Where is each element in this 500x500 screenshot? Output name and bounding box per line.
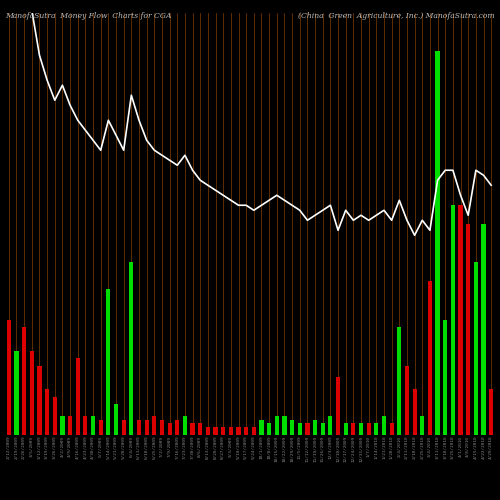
Bar bbox=[344, 424, 348, 435]
Bar bbox=[22, 328, 26, 435]
Bar bbox=[244, 428, 248, 435]
Bar bbox=[76, 358, 80, 435]
Bar bbox=[106, 289, 110, 435]
Bar bbox=[397, 328, 402, 435]
Bar bbox=[313, 420, 317, 435]
Bar bbox=[328, 416, 332, 435]
Bar bbox=[412, 389, 416, 435]
Bar bbox=[137, 420, 141, 435]
Bar bbox=[183, 416, 187, 435]
Bar bbox=[144, 420, 148, 435]
Bar bbox=[221, 428, 226, 435]
Bar bbox=[214, 428, 218, 435]
Bar bbox=[98, 420, 103, 435]
Bar bbox=[482, 224, 486, 435]
Bar bbox=[274, 416, 279, 435]
Bar bbox=[390, 424, 394, 435]
Bar bbox=[405, 366, 409, 435]
Bar bbox=[252, 428, 256, 435]
Bar bbox=[152, 416, 156, 435]
Bar bbox=[374, 424, 378, 435]
Bar bbox=[451, 204, 455, 435]
Bar bbox=[6, 320, 11, 435]
Bar bbox=[443, 320, 448, 435]
Bar bbox=[290, 420, 294, 435]
Text: ManofaSutra  Money Flow  Charts for CGA: ManofaSutra Money Flow Charts for CGA bbox=[5, 12, 172, 20]
Bar bbox=[198, 424, 202, 435]
Bar bbox=[84, 416, 87, 435]
Bar bbox=[336, 378, 340, 435]
Bar bbox=[474, 262, 478, 435]
Bar bbox=[366, 424, 371, 435]
Bar bbox=[298, 424, 302, 435]
Bar bbox=[458, 204, 462, 435]
Bar bbox=[260, 420, 264, 435]
Bar bbox=[114, 404, 118, 435]
Text: (China  Green  Agriculture, Inc.) ManofaSutra.com: (China Green Agriculture, Inc.) ManofaSu… bbox=[298, 12, 495, 20]
Bar bbox=[236, 428, 240, 435]
Bar bbox=[359, 424, 363, 435]
Bar bbox=[420, 416, 424, 435]
Bar bbox=[489, 389, 494, 435]
Bar bbox=[306, 424, 310, 435]
Bar bbox=[466, 224, 470, 435]
Bar bbox=[52, 396, 57, 435]
Bar bbox=[91, 416, 95, 435]
Bar bbox=[229, 428, 233, 435]
Bar bbox=[60, 416, 64, 435]
Bar bbox=[206, 428, 210, 435]
Bar bbox=[14, 350, 18, 435]
Bar bbox=[122, 420, 126, 435]
Bar bbox=[30, 350, 34, 435]
Bar bbox=[68, 416, 72, 435]
Bar bbox=[320, 424, 325, 435]
Bar bbox=[382, 416, 386, 435]
Bar bbox=[129, 262, 134, 435]
Bar bbox=[436, 51, 440, 435]
Bar bbox=[160, 420, 164, 435]
Bar bbox=[267, 424, 271, 435]
Bar bbox=[428, 282, 432, 435]
Bar bbox=[38, 366, 42, 435]
Bar bbox=[352, 424, 356, 435]
Bar bbox=[45, 389, 49, 435]
Bar bbox=[190, 424, 194, 435]
Bar bbox=[168, 424, 172, 435]
Bar bbox=[282, 416, 286, 435]
Bar bbox=[175, 420, 180, 435]
